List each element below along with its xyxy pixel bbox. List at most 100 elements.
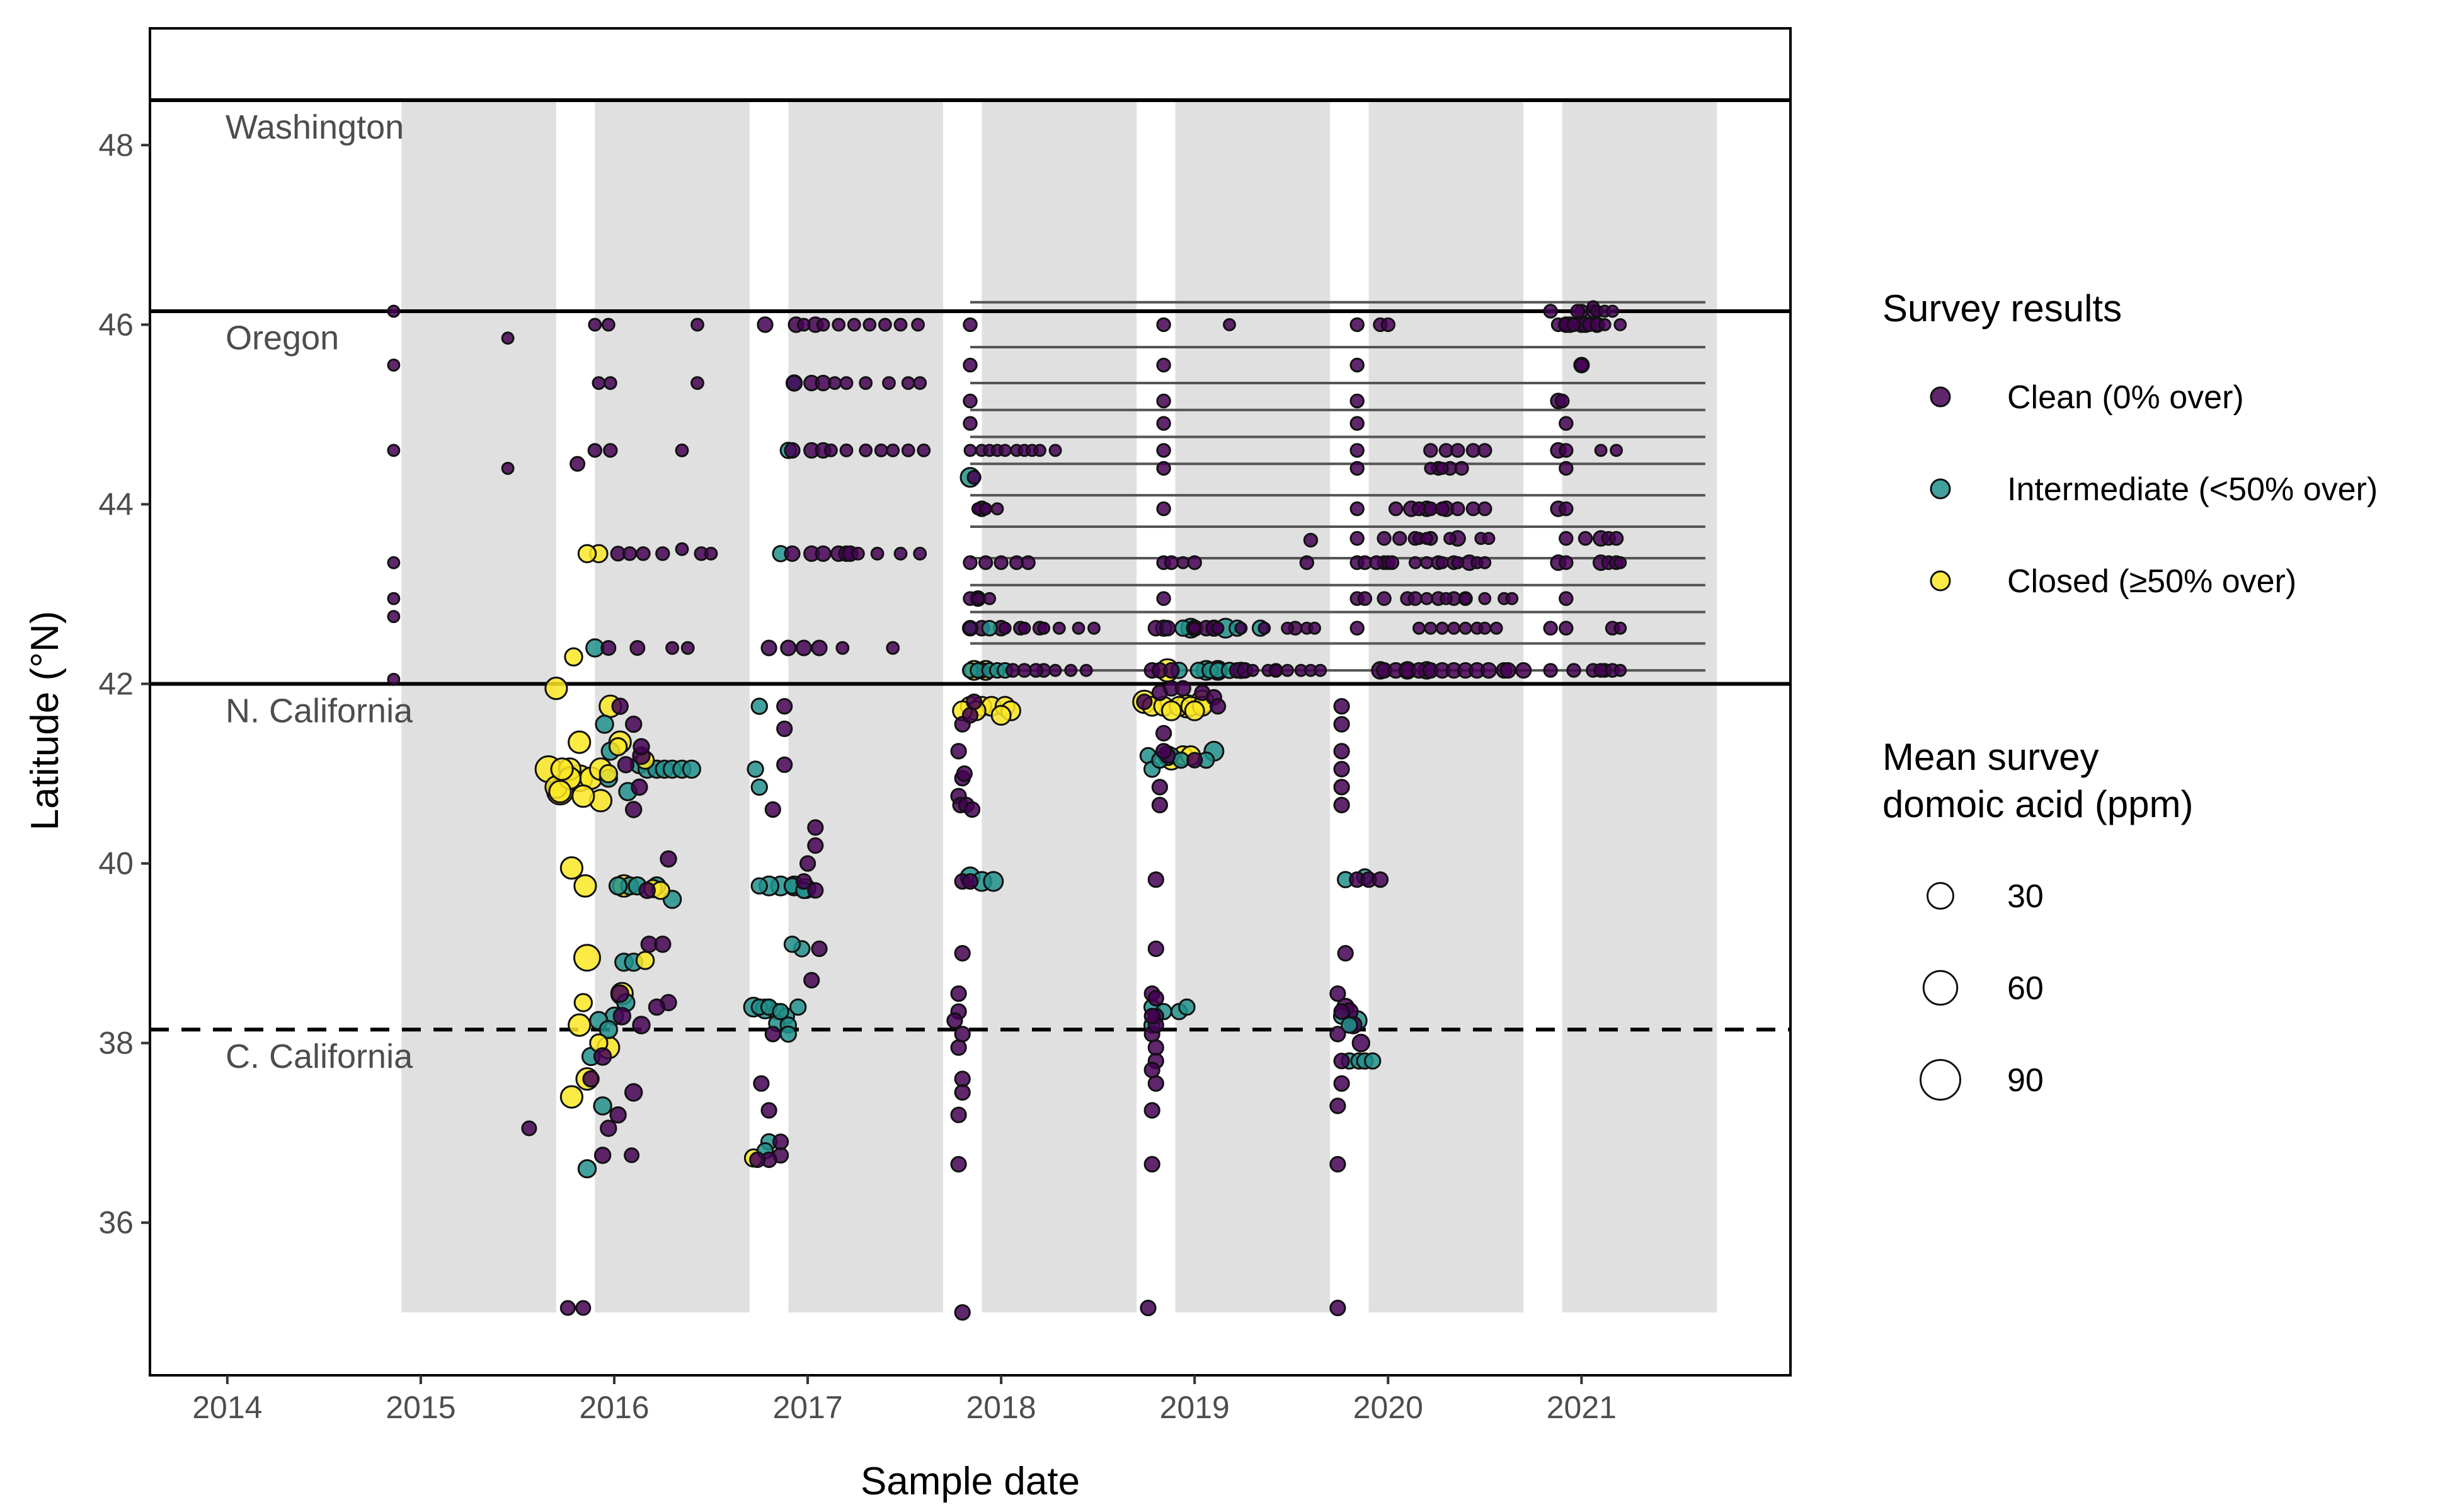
data-point	[815, 545, 832, 562]
data-point	[807, 819, 824, 836]
data-point	[956, 765, 973, 782]
data-point	[548, 779, 572, 804]
data-point	[1574, 357, 1589, 373]
data-point	[1329, 985, 1346, 1002]
data-point	[963, 317, 978, 333]
data-point	[1407, 591, 1423, 606]
data-point	[979, 502, 992, 515]
data-point	[1458, 592, 1472, 605]
x-tick-label-2017: 2017	[772, 1390, 842, 1425]
data-point	[1140, 1300, 1157, 1317]
data-point	[575, 1300, 592, 1316]
data-point	[1480, 662, 1498, 679]
data-point	[1333, 1053, 1350, 1070]
data-point	[387, 592, 401, 605]
data-point	[1333, 796, 1350, 814]
data-point	[1164, 555, 1179, 570]
data-point	[680, 641, 695, 655]
data-point	[1151, 796, 1169, 814]
data-point	[1333, 1075, 1350, 1092]
data-point	[632, 1016, 651, 1034]
data-point	[600, 640, 617, 656]
size-legend: 30 60 90	[1920, 878, 2044, 1101]
data-point	[1156, 357, 1171, 373]
color-legend-title: Survey results	[1882, 287, 2122, 329]
data-point	[1478, 621, 1492, 635]
data-point	[1156, 416, 1171, 431]
data-point	[1174, 680, 1191, 697]
data-point	[963, 357, 978, 373]
data-point	[1156, 501, 1171, 517]
data-point	[824, 444, 838, 457]
data-point	[1450, 443, 1465, 458]
data-point	[950, 985, 967, 1002]
data-point	[747, 760, 764, 778]
data-point	[1351, 1033, 1371, 1053]
data-point	[654, 936, 672, 953]
data-point	[564, 647, 583, 667]
data-point	[655, 546, 670, 561]
data-point	[882, 376, 896, 390]
region-labels: Washington Oregon N. California C. Californ…	[226, 108, 413, 1075]
data-point	[776, 698, 793, 715]
data-point	[913, 546, 927, 561]
y-tick-label-48: 48	[98, 127, 134, 163]
legend-label-clean: Clean (0% over)	[2007, 379, 2244, 416]
data-point	[588, 318, 602, 332]
data-point	[1147, 871, 1164, 888]
data-point	[1349, 357, 1365, 373]
data-point	[1566, 317, 1581, 333]
region-label-0: Washington	[226, 108, 404, 146]
x-tick-label-2015: 2015	[386, 1390, 455, 1425]
data-point	[1412, 621, 1426, 635]
data-point	[1570, 304, 1585, 319]
data-point	[559, 856, 584, 880]
x-tick-label-2021: 2021	[1547, 1390, 1617, 1425]
data-point	[1478, 592, 1492, 605]
data-point	[577, 544, 597, 563]
data-point	[753, 1075, 770, 1092]
data-point	[1349, 530, 1365, 546]
data-point	[1314, 663, 1327, 677]
data-point	[682, 759, 702, 779]
data-point	[1333, 698, 1350, 715]
data-point	[1559, 443, 1574, 458]
data-point	[901, 376, 915, 390]
data-point	[387, 358, 401, 372]
data-point	[1333, 779, 1350, 796]
data-point	[1048, 663, 1062, 677]
data-point	[625, 715, 643, 733]
data-point	[592, 376, 606, 390]
region-boundaries	[150, 98, 1790, 1032]
data-point	[1559, 591, 1574, 606]
data-point	[1559, 530, 1574, 546]
data-point	[954, 945, 971, 962]
data-point	[1369, 555, 1384, 570]
data-point	[1299, 555, 1315, 570]
y-tick-label-42: 42	[98, 666, 134, 701]
data-point	[832, 318, 846, 332]
data-point	[983, 592, 997, 605]
oregon-port-lines	[970, 301, 1705, 672]
data-point	[811, 639, 828, 656]
data-point	[1048, 444, 1062, 457]
data-point	[559, 1300, 576, 1316]
legend: Survey results Clean (0% over) Intermedia…	[1882, 287, 2378, 1101]
data-point	[1566, 663, 1581, 678]
size-key-60	[1922, 970, 1959, 1006]
data-point	[387, 610, 401, 623]
data-point	[893, 546, 908, 561]
data-point	[1269, 663, 1283, 677]
data-point	[966, 470, 982, 485]
data-point	[608, 737, 628, 757]
legend-key-clean	[1930, 386, 1951, 408]
data-point	[1147, 940, 1164, 958]
data-point	[617, 756, 635, 774]
data-point	[1187, 555, 1202, 570]
data-point	[1033, 444, 1046, 457]
data-point	[1136, 693, 1153, 711]
data-point	[1435, 462, 1449, 475]
data-point	[598, 1020, 618, 1040]
data-point	[1489, 621, 1503, 635]
data-point	[1559, 416, 1574, 431]
